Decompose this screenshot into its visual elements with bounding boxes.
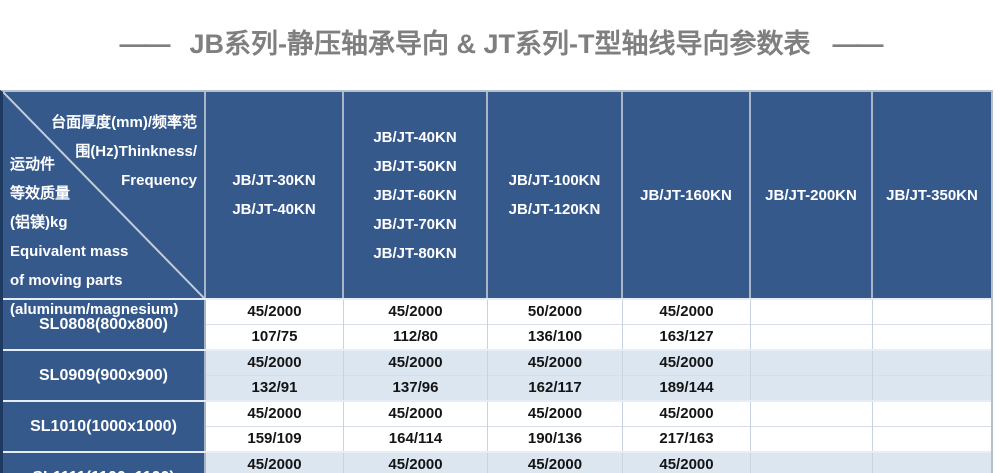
data-cell [873,375,991,400]
column-header-jbjt-160kn: JB/JT-160KN [623,92,751,298]
data-column: 45/2000 190/136 [488,402,623,451]
title-left-dash: —— [119,29,171,59]
data-cell [873,402,991,427]
data-cell [751,324,872,349]
data-cell: 45/2000 [623,453,750,473]
data-column: 45/2000 132/91 [206,351,344,400]
data-cell: 190/136 [488,426,622,451]
diagonal-line [3,92,204,298]
data-column: 45/2000 [488,453,623,473]
data-column: 45/2000 217/163 [623,402,751,451]
data-cell: 45/2000 [623,351,750,376]
data-column: 45/2000 163/127 [623,300,751,349]
column-header-jbjt-30-40kn: JB/JT-30KN JB/JT-40KN [206,92,344,298]
data-cell: 45/2000 [623,300,750,325]
row-label-cell: SL0909(900x900) [3,351,206,400]
table-row-sl1010: SL1010(1000x1000) 45/2000 159/109 45/200… [3,400,991,451]
data-column [751,402,873,451]
data-cell: 189/144 [623,375,750,400]
title-text: JB系列-静压轴承导向 & JT系列-T型轴线导向参数表 [189,29,811,59]
data-cell: 132/91 [206,375,343,400]
data-cell: 217/163 [623,426,750,451]
data-column [873,402,991,451]
data-cell: 164/114 [344,426,487,451]
table-row-sl1111: SL1111(1100x1100) 45/2000 45/2000 45/200… [3,451,991,473]
row-label-cell: SL0808(800x800) [3,300,206,349]
table-header-row: 台面厚度(mm)/频率范 围(Hz)Thinkness/ Frequency 运… [3,92,991,318]
data-cell: 107/75 [206,324,343,349]
column-header-jbjt-100-120kn: JB/JT-100KN JB/JT-120KN [488,92,623,298]
data-cell: 45/2000 [206,402,343,427]
data-cell: 45/2000 [206,300,343,325]
data-cell: 163/127 [623,324,750,349]
data-column: 45/2000 137/96 [344,351,488,400]
data-cell [873,324,991,349]
data-cell: 45/2000 [344,402,487,427]
data-cell: 45/2000 [623,402,750,427]
data-cell: 45/2000 [344,453,487,473]
data-cell: 45/2000 [344,351,487,376]
data-cell [873,453,991,473]
data-cell: 162/117 [488,375,622,400]
column-header-jbjt-200kn: JB/JT-200KN [751,92,873,298]
data-column: 45/2000 159/109 [206,402,344,451]
data-cell: 159/109 [206,426,343,451]
data-cell [873,426,991,451]
data-cell: 45/2000 [488,402,622,427]
data-cell: 45/2000 [488,351,622,376]
data-cell: 136/100 [488,324,622,349]
data-column: 45/2000 112/80 [344,300,488,349]
row-label-cell: SL1010(1000x1000) [3,402,206,451]
data-cell [751,375,872,400]
corner-bottom-left-label: 运动件 等效质量 (铝镁)kg Equivalent mass of movin… [10,156,179,318]
data-column: 45/2000 164/114 [344,402,488,451]
data-cell [751,351,872,376]
column-header-jbjt-350kn: JB/JT-350KN [873,92,991,298]
data-cell: 45/2000 [206,453,343,473]
data-column: 45/2000 107/75 [206,300,344,349]
data-column: 45/2000 [623,453,751,473]
data-column: 45/2000 [206,453,344,473]
data-cell: 45/2000 [488,453,622,473]
data-column: 45/2000 [344,453,488,473]
data-column [873,453,991,473]
page-title: —— JB系列-静压轴承导向 & JT系列-T型轴线导向参数表 —— [0,22,1000,61]
data-cell [751,426,872,451]
data-cell [751,453,872,473]
data-column: 50/2000 136/100 [488,300,623,349]
row-label-cell: SL1111(1100x1100) [3,453,206,473]
data-column [751,300,873,349]
data-cell [873,351,991,376]
data-cell: 137/96 [344,375,487,400]
data-cell: 112/80 [344,324,487,349]
parameter-table: 台面厚度(mm)/频率范 围(Hz)Thinkness/ Frequency 运… [0,90,993,473]
table-row-sl0808: SL0808(800x800) 45/2000 107/75 45/2000 1… [3,298,991,349]
data-cell: 45/2000 [344,300,487,325]
corner-header-cell: 台面厚度(mm)/频率范 围(Hz)Thinkness/ Frequency 运… [3,92,206,318]
data-cell: 50/2000 [488,300,622,325]
data-column [873,300,991,349]
column-header-jbjt-40-80kn: JB/JT-40KN JB/JT-50KN JB/JT-60KN JB/JT-7… [344,92,488,298]
title-right-dash: —— [832,29,884,59]
data-cell [751,300,872,325]
data-column: 45/2000 162/117 [488,351,623,400]
data-column [873,351,991,400]
data-cell [751,402,872,427]
data-column [751,453,873,473]
data-cell: 45/2000 [206,351,343,376]
data-cell [873,300,991,325]
data-column [751,351,873,400]
data-column: 45/2000 189/144 [623,351,751,400]
table-row-sl0909: SL0909(900x900) 45/2000 132/91 45/2000 1… [3,349,991,400]
corner-top-right-label: 台面厚度(mm)/频率范 围(Hz)Thinkness/ Frequency [51,114,197,189]
